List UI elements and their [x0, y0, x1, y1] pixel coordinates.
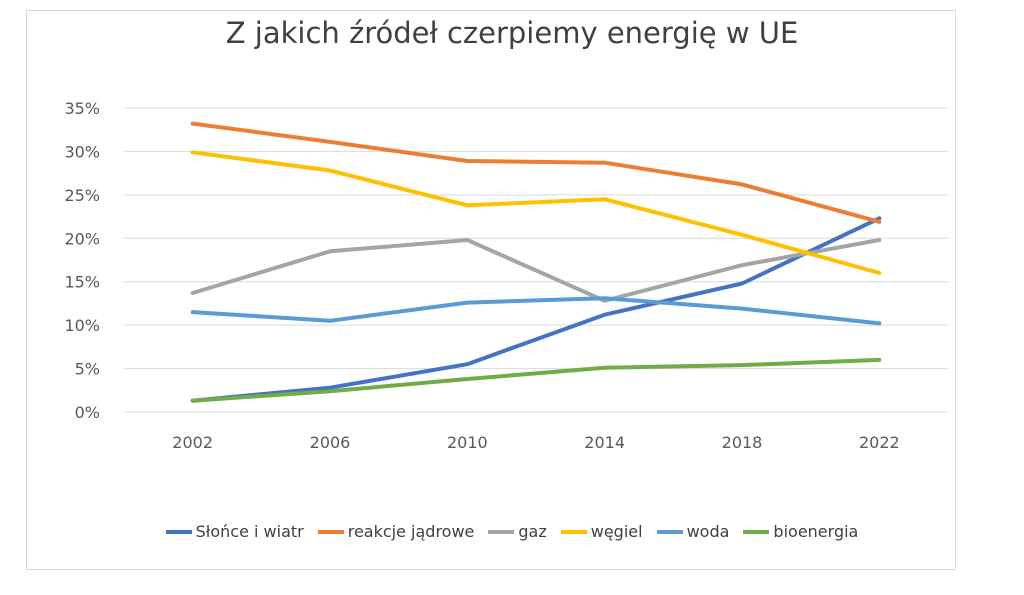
- y-tick-label: 0%: [75, 403, 100, 422]
- legend-item: bioenergia: [743, 522, 858, 541]
- x-axis-tick-labels: 2002 2006 2010 2014 2018 2022: [172, 433, 899, 452]
- legend-item: Słońce i wiatr: [165, 522, 304, 541]
- series-line: [190, 121, 882, 224]
- y-tick-label: 25%: [64, 186, 100, 205]
- legend-item: reakcje jądrowe: [317, 522, 475, 541]
- x-tick-label: 2018: [722, 433, 763, 452]
- gridlines: [124, 107, 948, 413]
- legend-label: Słońce i wiatr: [195, 522, 304, 541]
- x-tick-label: 2014: [584, 433, 625, 452]
- y-tick-label: 35%: [64, 99, 100, 118]
- series-lines: [190, 121, 882, 403]
- legend-swatch: [165, 529, 192, 534]
- x-tick-label: 2010: [447, 433, 488, 452]
- legend-label: węgiel: [590, 522, 643, 541]
- y-tick-label: 5%: [75, 360, 100, 379]
- chart-title: Z jakich źródeł czerpiemy energię w UE: [225, 16, 799, 50]
- legend-label: gaz: [518, 522, 547, 541]
- y-tick-label: 10%: [64, 316, 100, 335]
- x-tick-label: 2022: [859, 433, 900, 452]
- legend-swatch: [560, 529, 587, 534]
- legend-swatch: [743, 529, 770, 534]
- legend-label: bioenergia: [773, 522, 859, 541]
- series-line: [190, 150, 882, 275]
- legend-label: woda: [686, 522, 730, 541]
- x-tick-label: 2002: [172, 433, 213, 452]
- y-tick-label: 15%: [64, 273, 100, 292]
- legend-item: węgiel: [560, 522, 643, 541]
- x-tick-label: 2006: [310, 433, 351, 452]
- legend-swatch: [488, 529, 515, 534]
- series-line: [190, 296, 882, 326]
- y-tick-label: 30%: [64, 142, 100, 161]
- series-line: [190, 357, 882, 403]
- series-line: [190, 216, 882, 403]
- legend-swatch: [656, 529, 683, 534]
- legend-label: reakcje jądrowe: [347, 522, 475, 541]
- legend: Słońce i wiatr reakcje jądrowe gaz węgiel wo…: [0, 522, 1024, 541]
- series-line: [190, 238, 882, 303]
- legend-swatch: [317, 529, 344, 534]
- legend-item: gaz: [488, 522, 547, 541]
- chart-frame: [26, 10, 956, 570]
- legend-item: woda: [656, 522, 730, 541]
- y-axis-tick-labels: 0% 5% 10% 15% 20% 25% 30% 35%: [64, 99, 100, 422]
- y-tick-label: 20%: [64, 229, 100, 248]
